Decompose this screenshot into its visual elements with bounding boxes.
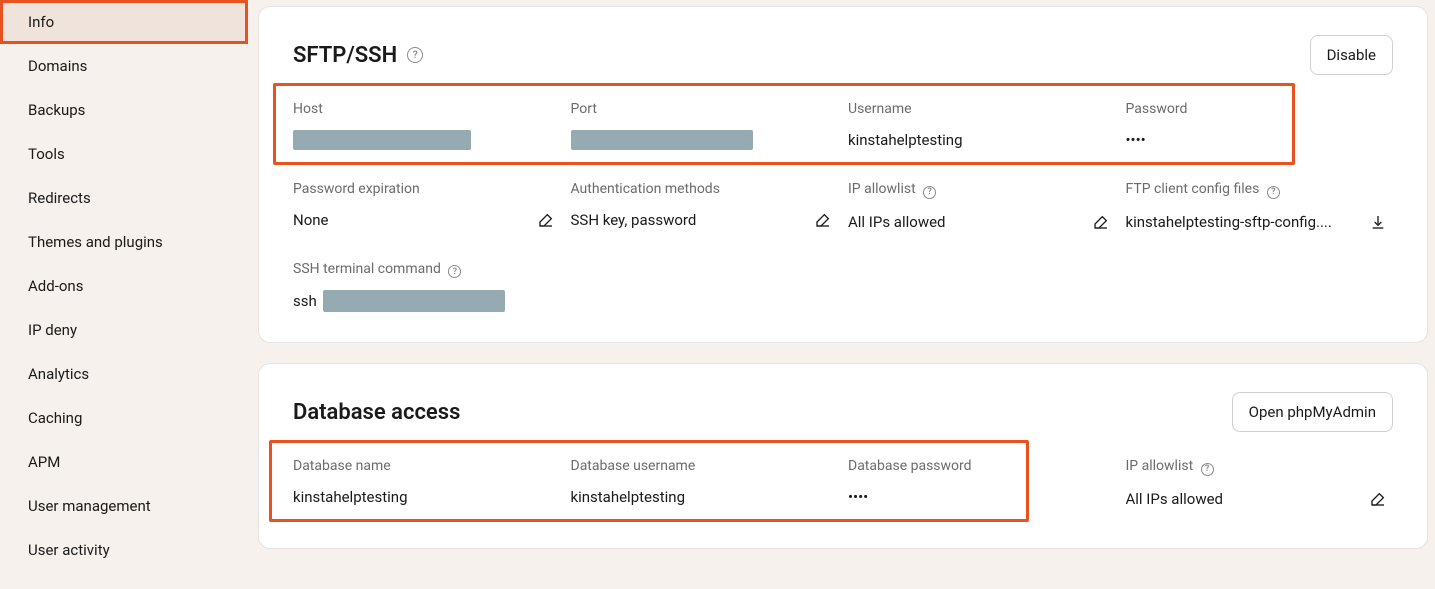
db-password-label: Database password [848,458,1116,474]
db-username-value: kinstahelptesting [571,488,686,506]
edit-icon[interactable] [814,211,832,229]
sidebar-item-addons[interactable]: Add-ons [0,264,248,308]
password-expiration-label: Password expiration [293,181,561,197]
edit-icon[interactable] [1092,213,1110,231]
port-value-redacted [571,130,753,150]
ssh-terminal-value-redacted [323,290,505,312]
username-label: Username [848,101,1116,117]
sidebar-item-caching[interactable]: Caching [0,396,248,440]
field-db-username: Database username kinstahelptesting [571,458,839,510]
ftp-config-label-text: FTP client config files [1126,181,1260,197]
host-label: Host [293,101,561,117]
edit-icon[interactable] [1369,490,1387,508]
password-label: Password [1126,101,1394,117]
db-name-value: kinstahelptesting [293,488,408,506]
help-icon[interactable]: ? [407,47,423,63]
sidebar-item-tools[interactable]: Tools [0,132,248,176]
auth-methods-value: SSH key, password [571,211,697,229]
field-ftp-config: FTP client config files ? kinstahelptest… [1126,181,1394,233]
db-ip-allowlist-label: IP allowlist ? [1126,458,1394,476]
sftp-ssh-card: SFTP/SSH ? Disable Host Port Username [258,6,1428,343]
help-icon[interactable]: ? [448,265,461,278]
field-auth-methods: Authentication methods SSH key, password [571,181,839,233]
db-ip-allowlist-value: All IPs allowed [1126,490,1224,508]
download-icon[interactable] [1369,213,1387,231]
sidebar-item-backups[interactable]: Backups [0,88,248,132]
sidebar-item-themes-plugins[interactable]: Themes and plugins [0,220,248,264]
password-expiration-value: None [293,211,329,229]
help-icon[interactable]: ? [1267,186,1280,199]
main-content: SFTP/SSH ? Disable Host Port Username [248,0,1435,589]
sftp-ssh-title-text: SFTP/SSH [293,43,397,68]
db-password-value: •••• [848,488,868,506]
sidebar-item-ip-deny[interactable]: IP deny [0,308,248,352]
database-access-title: Database access [293,400,460,425]
sidebar-item-redirects[interactable]: Redirects [0,176,248,220]
ssh-terminal-prefix: ssh [293,292,317,310]
sidebar-item-analytics[interactable]: Analytics [0,352,248,396]
field-db-name: Database name kinstahelptesting [293,458,561,510]
sidebar-item-apm[interactable]: APM [0,440,248,484]
field-password-expiration: Password expiration None [293,181,561,233]
sftp-ssh-title: SFTP/SSH ? [293,43,423,68]
sidebar-item-info[interactable]: Info [0,0,248,44]
database-access-card: Database access Open phpMyAdmin Database… [258,363,1428,549]
sidebar: Info Domains Backups Tools Redirects The… [0,0,248,589]
ftp-config-value: kinstahelptesting-sftp-config.... [1126,213,1332,231]
host-value-redacted [293,130,471,150]
field-port: Port [571,101,839,151]
field-ip-allowlist: IP allowlist ? All IPs allowed [848,181,1116,233]
disable-button[interactable]: Disable [1310,35,1393,75]
ip-allowlist-label: IP allowlist ? [848,181,1116,199]
field-password: Password •••• [1126,101,1394,151]
sidebar-item-user-management[interactable]: User management [0,484,248,528]
sidebar-item-user-activity[interactable]: User activity [0,528,248,572]
field-username: Username kinstahelptesting [848,101,1116,151]
db-ip-allowlist-label-text: IP allowlist [1126,458,1194,474]
ftp-config-label: FTP client config files ? [1126,181,1394,199]
help-icon[interactable]: ? [923,186,936,199]
database-access-title-text: Database access [293,400,460,425]
db-name-label: Database name [293,458,561,474]
ip-allowlist-value: All IPs allowed [848,213,946,231]
help-icon[interactable]: ? [1201,463,1214,476]
edit-icon[interactable] [537,211,555,229]
db-username-label: Database username [571,458,839,474]
password-value: •••• [1126,131,1146,149]
ssh-terminal-label-text: SSH terminal command [293,261,441,277]
auth-methods-label: Authentication methods [571,181,839,197]
sidebar-item-domains[interactable]: Domains [0,44,248,88]
username-value: kinstahelptesting [848,131,963,149]
port-label: Port [571,101,839,117]
field-db-password: Database password •••• [848,458,1116,510]
field-ssh-terminal: SSH terminal command ? ssh [293,261,1393,313]
ssh-terminal-label: SSH terminal command ? [293,261,1393,279]
field-host: Host [293,101,561,151]
field-db-ip-allowlist: IP allowlist ? All IPs allowed [1126,458,1394,510]
open-phpmyadmin-button[interactable]: Open phpMyAdmin [1232,392,1393,432]
ip-allowlist-label-text: IP allowlist [848,181,916,197]
